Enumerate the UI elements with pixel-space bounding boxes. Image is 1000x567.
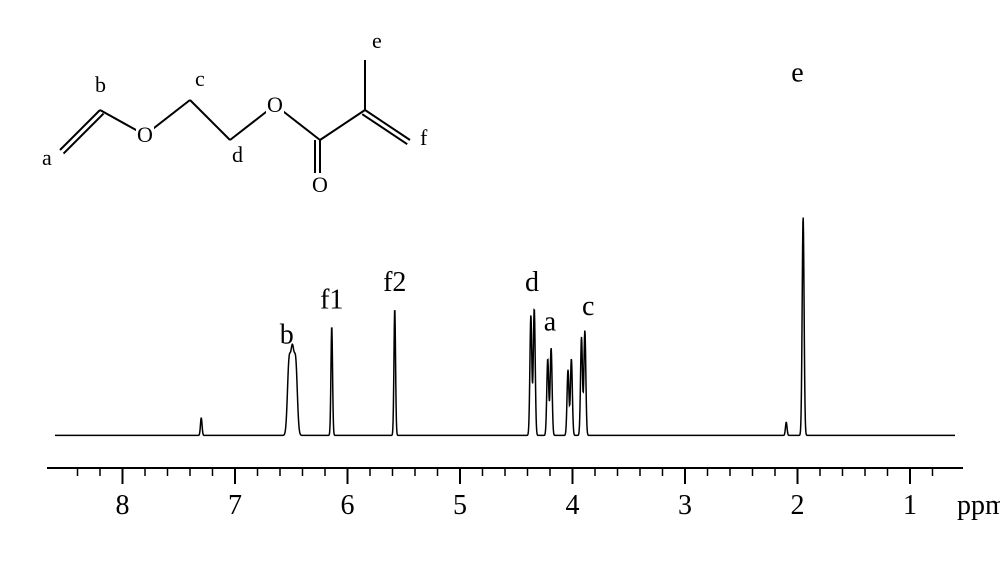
x-tick-label: 7	[228, 490, 242, 521]
nmr-spectrum: bf1f2dace87654321ppm	[47, 57, 1000, 521]
position-label-a: a	[42, 145, 52, 170]
peak-label-a: a	[544, 307, 557, 338]
position-label-f: f	[420, 125, 428, 150]
position-label-b: b	[95, 72, 106, 97]
peak-label-b: b	[280, 320, 294, 351]
atom-label: O	[312, 172, 328, 197]
x-tick-label: 6	[341, 490, 355, 521]
molecule-structure: O O Oa b c d e f	[42, 28, 428, 197]
position-label-c: c	[195, 66, 205, 91]
position-label-e: e	[372, 28, 382, 53]
x-tick-label: 1	[903, 490, 917, 521]
peak-label-d: d	[525, 267, 539, 298]
x-tick-label: 8	[116, 490, 130, 521]
spectrum-trace	[55, 218, 955, 436]
peak-label-f1: f1	[320, 285, 343, 316]
axis-unit-label: ppm	[957, 490, 1000, 521]
peak-label-f2: f2	[383, 267, 406, 298]
peak-label-c: c	[582, 291, 594, 322]
peak-label-e: e	[791, 57, 803, 88]
x-tick-label: 4	[566, 490, 580, 521]
atom-label: O	[137, 122, 153, 147]
x-tick-label: 2	[791, 490, 805, 521]
nmr-figure: OOOabcdefbf1f2dace87654321ppm	[0, 0, 1000, 567]
position-label-d: d	[232, 142, 243, 167]
x-tick-label: 3	[678, 490, 692, 521]
x-tick-label: 5	[453, 490, 467, 521]
atom-label: O	[267, 92, 283, 117]
